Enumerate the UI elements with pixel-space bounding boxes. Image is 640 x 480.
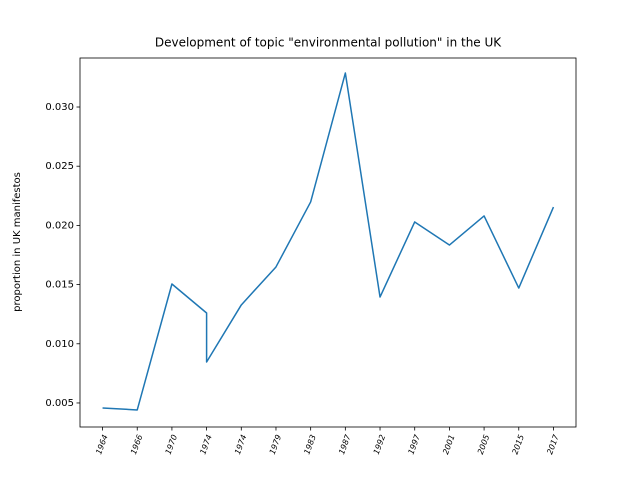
y-tick-label: 0.020: [45, 220, 74, 231]
y-tick-label: 0.025: [45, 161, 74, 172]
y-tick-label: 0.030: [45, 102, 74, 113]
line: [102, 72, 555, 411]
chart-title: Development of topic "environmental poll…: [155, 36, 502, 50]
plot-frame: [79, 57, 577, 428]
y-tick-label: 0.005: [45, 398, 74, 409]
y-tick-label: 0.010: [45, 339, 74, 350]
y-tick-label: 0.015: [45, 280, 74, 291]
y-axis-label: proportion in UK manifestos: [12, 172, 23, 312]
